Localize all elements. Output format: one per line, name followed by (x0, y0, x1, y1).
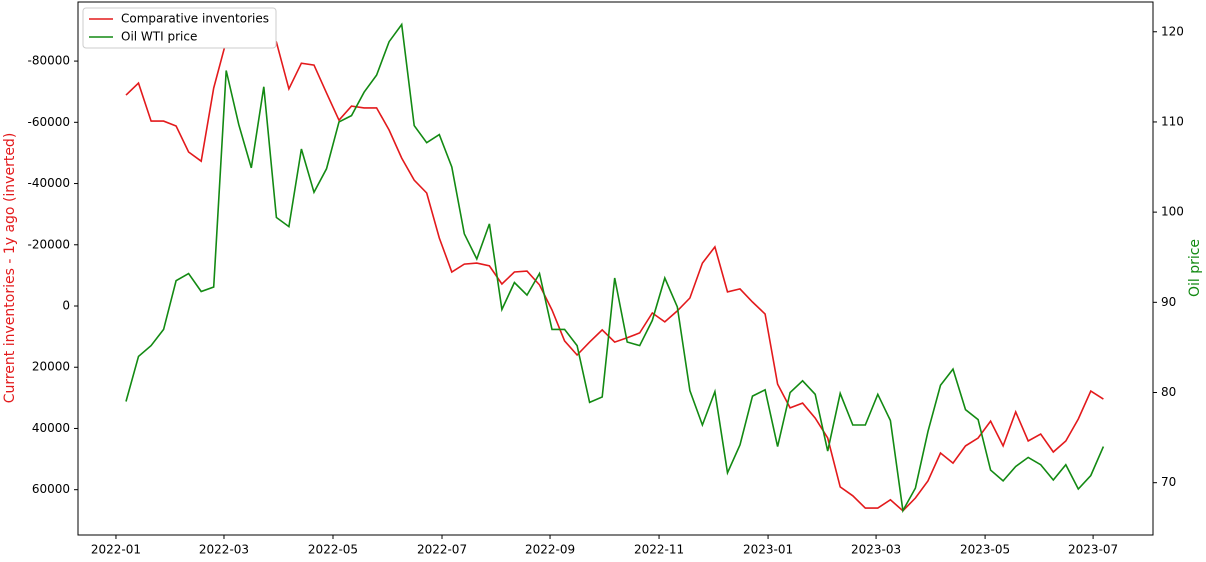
y-tick-label: -80000 (27, 54, 70, 68)
x-tick-label: 2023-05 (960, 543, 1010, 557)
y2-tick-label: 70 (1161, 475, 1176, 489)
y2-tick-label: 120 (1161, 24, 1184, 38)
x-tick-label: 2022-03 (199, 543, 249, 557)
x-tick-label: 2022-11 (634, 543, 684, 557)
y-tick-label: 40000 (32, 421, 70, 435)
x-tick-label: 2023-01 (743, 543, 793, 557)
y2-tick-label: 100 (1161, 205, 1184, 219)
legend-box (82, 7, 277, 49)
y-tick-label: 20000 (32, 360, 70, 374)
y2-tick-label: 110 (1161, 114, 1184, 128)
x-tick-label: 2022-05 (308, 543, 358, 557)
y-tick-label: -60000 (27, 115, 70, 129)
plot-frame (77, 1, 1154, 536)
x-tick-label: 2023-07 (1068, 543, 1118, 557)
legend-label: Comparative inventories (121, 12, 269, 26)
y2-tick-label: 80 (1161, 385, 1176, 399)
y-tick-label: 0 (62, 299, 70, 313)
x-tick-label: 2023-03 (851, 543, 901, 557)
x-tick-label: 2022-07 (417, 543, 467, 557)
y-tick-label: -20000 (27, 237, 70, 251)
y-tick-label: -40000 (27, 176, 70, 190)
x-tick-label: 2022-09 (525, 543, 575, 557)
y2-axis-label: Oil price (1187, 239, 1203, 297)
x-tick-label: 2022-01 (91, 543, 141, 557)
y2-tick-label: 90 (1161, 295, 1176, 309)
series-line (125, 22, 1105, 514)
series-line (125, 22, 1104, 512)
y-axis-label: Current inventories - 1y ago (inverted) (2, 133, 18, 404)
y-tick-label: 60000 (32, 482, 70, 496)
legend-label: Oil WTI price (121, 30, 197, 44)
